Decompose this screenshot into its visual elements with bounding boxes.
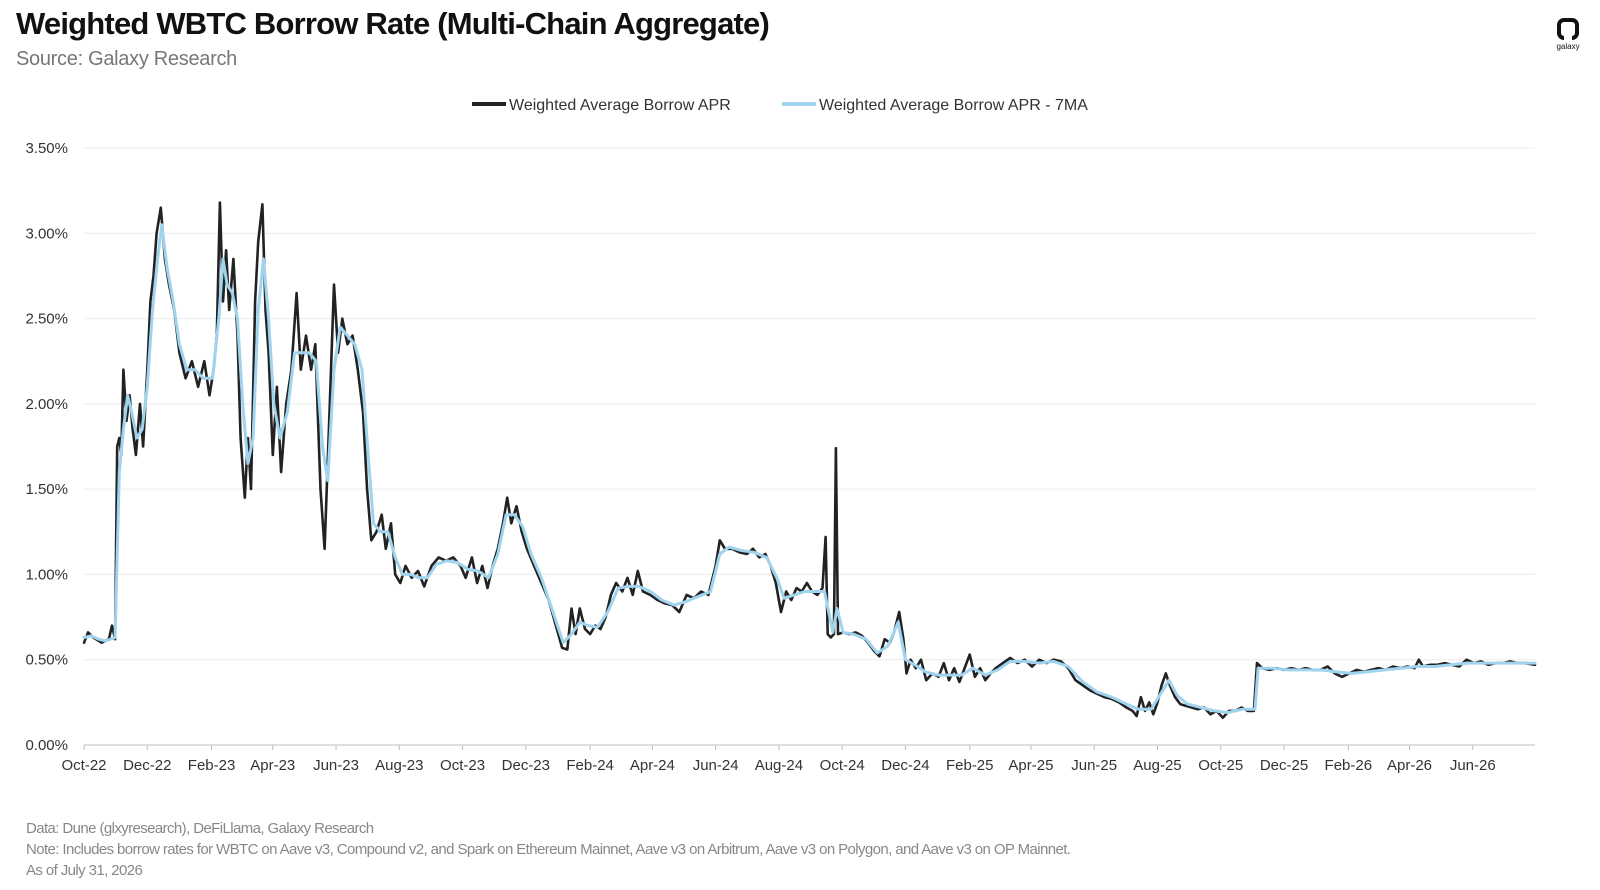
x-tick-label: Dec-23	[502, 757, 550, 774]
y-tick-label: 1.50%	[25, 481, 68, 498]
footer-as-of-date: As of July 31, 2026	[26, 862, 143, 879]
y-tick-label: 2.00%	[25, 396, 68, 413]
chart-subtitle: Source: Galaxy Research	[16, 48, 237, 70]
legend-label: Weighted Average Borrow APR - 7MA	[819, 97, 1088, 114]
x-tick-label: Aug-23	[375, 757, 423, 774]
x-tick-label: Apr-24	[630, 757, 675, 774]
x-tick-label: Oct-24	[820, 757, 865, 774]
y-tick-label: 2.50%	[25, 311, 68, 328]
x-tick-label: Jun-24	[693, 757, 739, 774]
x-tick-label: Dec-22	[123, 757, 171, 774]
y-tick-label: 0.00%	[25, 737, 68, 754]
x-tick-label: Oct-22	[61, 757, 106, 774]
x-tick-label: Apr-26	[1387, 757, 1432, 774]
footer-data-sources: Data: Dune (glxyresearch), DeFiLlama, Ga…	[26, 820, 374, 837]
x-tick-label: Aug-24	[755, 757, 803, 774]
y-tick-label: 3.50%	[25, 140, 68, 157]
x-tick-label: Feb-24	[566, 757, 614, 774]
line-chart: 0.00% 0.50% 1.00% 1.50% 2.00% 2.50% 3.00% 3.50%…	[25, 97, 1537, 774]
y-tick-label: 1.00%	[25, 566, 68, 583]
x-tick-label: Apr-23	[250, 757, 295, 774]
x-tick-label: Oct-23	[440, 757, 485, 774]
galaxy-logo-icon	[1557, 18, 1579, 40]
footer-note: Note: Includes borrow rates for WBTC on …	[26, 841, 1071, 858]
chart-title: Weighted WBTC Borrow Rate (Multi-Chain A…	[16, 6, 770, 41]
x-tick-label: Feb-23	[188, 757, 236, 774]
x-tick-label: Jun-23	[313, 757, 359, 774]
x-tick-label: Dec-24	[881, 757, 929, 774]
x-tick-label: Jun-25	[1071, 757, 1117, 774]
y-tick-label: 0.50%	[25, 652, 68, 669]
x-tick-label: Aug-25	[1133, 757, 1181, 774]
series-line-borrow-apr	[82, 201, 1537, 720]
galaxy-logo: galaxy	[1546, 18, 1590, 51]
x-tick-label: Apr-25	[1008, 757, 1053, 774]
x-tick-label: Feb-25	[946, 757, 994, 774]
y-tick-label: 3.00%	[25, 225, 68, 242]
legend-label: Weighted Average Borrow APR	[509, 97, 731, 114]
chart-footer: Data: Dune (glxyresearch), DeFiLlama, Ga…	[26, 818, 1071, 881]
series-line-borrow-apr-7ma	[82, 223, 1537, 715]
x-tick-label: Oct-25	[1198, 757, 1243, 774]
galaxy-logo-text: galaxy	[1556, 42, 1580, 51]
x-tick-label: Feb-26	[1325, 757, 1373, 774]
x-tick-label: Dec-25	[1260, 757, 1308, 774]
x-tick-label: Jun-26	[1450, 757, 1496, 774]
